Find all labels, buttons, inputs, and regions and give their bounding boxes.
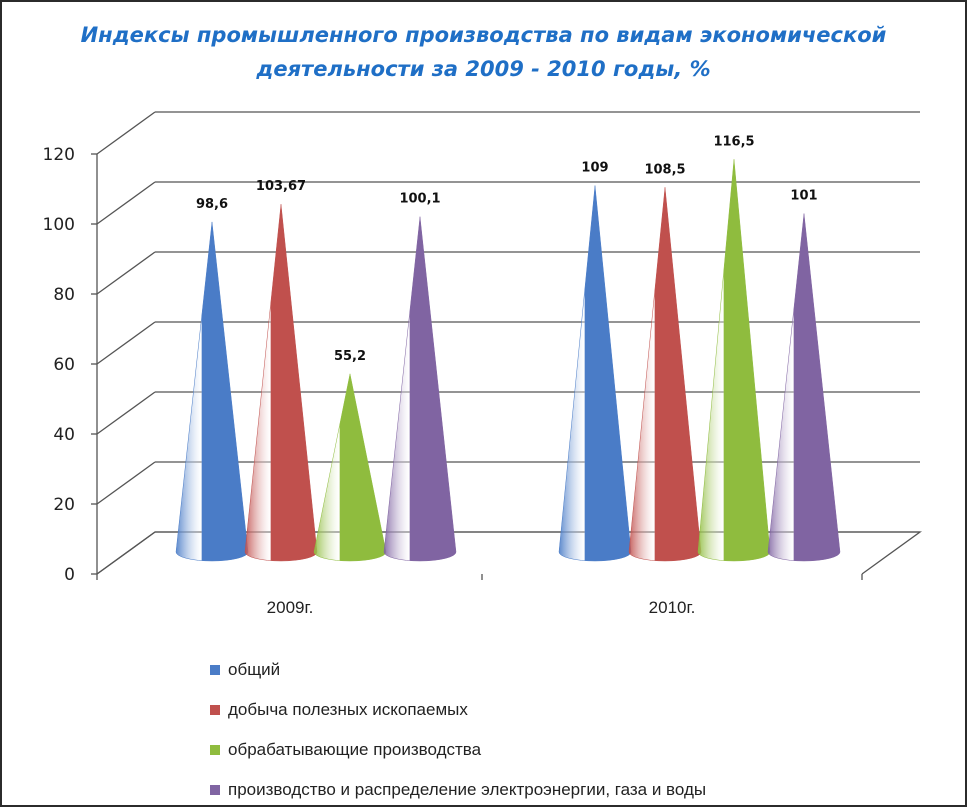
legend: общий добыча полезных ископаемых обрабат… bbox=[210, 650, 706, 810]
cone-mark bbox=[558, 185, 632, 562]
data-label: 100,1 bbox=[399, 192, 440, 207]
legend-item-utilities: производство и распределение электроэнер… bbox=[210, 770, 706, 810]
y-tick-label: 40 bbox=[53, 425, 75, 445]
legend-item-manufacturing: обрабатывающие производства bbox=[210, 730, 706, 770]
y-tick-label: 60 bbox=[53, 355, 75, 375]
x-category-label: 2010г. bbox=[649, 598, 696, 617]
legend-label-utilities: производство и распределение электроэнер… bbox=[228, 780, 707, 799]
gridline-side bbox=[96, 531, 156, 575]
chart-title-line-2: деятельности за 2009 - 2010 годы, % bbox=[256, 57, 711, 81]
legend-label-general: общий bbox=[228, 660, 281, 679]
legend-swatch-general bbox=[210, 665, 220, 675]
gridline-side bbox=[96, 111, 156, 155]
gridline-side bbox=[96, 321, 156, 365]
cone-mark bbox=[628, 187, 702, 562]
y-tick-label: 0 bbox=[64, 565, 75, 585]
y-tick-label: 80 bbox=[53, 285, 75, 305]
gridline-side bbox=[96, 461, 156, 505]
legend-label-mining: добыча полезных ископаемых bbox=[228, 700, 468, 719]
x-category-label: 2009г. bbox=[267, 598, 314, 617]
y-tick-label: 120 bbox=[43, 145, 75, 165]
legend-swatch-mining bbox=[210, 705, 220, 715]
gridline-side bbox=[96, 181, 156, 225]
data-label: 108,5 bbox=[644, 162, 685, 177]
y-tick-label: 100 bbox=[43, 215, 75, 235]
legend-swatch-utilities bbox=[210, 785, 220, 795]
gridline-side bbox=[96, 391, 156, 435]
cone-body bbox=[767, 213, 841, 562]
cone-mark bbox=[697, 159, 771, 562]
data-label: 109 bbox=[581, 161, 608, 176]
legend-label-manufacturing: обрабатывающие производства bbox=[228, 740, 482, 759]
chart-title: Индексы промышленного производства по ви… bbox=[0, 18, 967, 86]
cone-body bbox=[313, 373, 387, 562]
data-label: 98,6 bbox=[196, 197, 228, 212]
data-label: 101 bbox=[790, 189, 817, 204]
data-label: 55,2 bbox=[334, 349, 366, 364]
data-label: 103,67 bbox=[256, 179, 306, 194]
cone-body bbox=[383, 216, 457, 562]
legend-item-general: общий bbox=[210, 650, 706, 690]
legend-item-mining: добыча полезных ископаемых bbox=[210, 690, 706, 730]
cone-body bbox=[697, 159, 771, 562]
y-tick-label: 20 bbox=[53, 495, 75, 515]
legend-swatch-manufacturing bbox=[210, 745, 220, 755]
cone-body bbox=[558, 185, 632, 562]
cone-mark bbox=[767, 213, 841, 562]
cone-mark bbox=[313, 373, 387, 562]
gridline-side bbox=[96, 251, 156, 295]
cone-mark bbox=[244, 204, 318, 562]
cone-mark bbox=[383, 216, 457, 562]
cone-body bbox=[628, 187, 702, 562]
cone-body bbox=[244, 204, 318, 562]
data-label: 116,5 bbox=[713, 134, 754, 149]
chart-title-line-1: Индексы промышленного производства по ви… bbox=[80, 23, 887, 47]
